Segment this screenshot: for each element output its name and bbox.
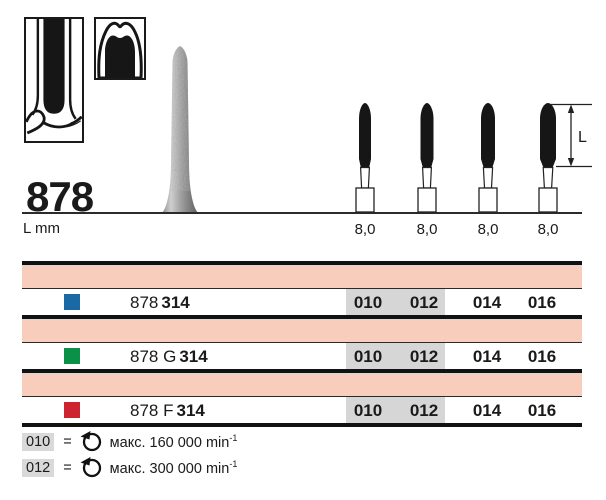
catalog-shank-code: 314	[161, 293, 190, 312]
speed-value: макс. 300 000 min	[109, 460, 230, 477]
max-speed-text: макс. 160 000 min-1	[110, 433, 238, 451]
bur-silhouette-012	[417, 103, 437, 213]
unit-exponent: -1	[229, 432, 238, 443]
size-highlight-block	[346, 289, 445, 315]
max-speed-text: макс. 300 000 min-1	[110, 459, 238, 477]
table-row: 878 G 314 010 012 014 016	[22, 343, 582, 369]
size-chip: 012	[22, 458, 55, 477]
rotation-speed-icon	[80, 431, 101, 452]
length-value: 8,0	[537, 221, 559, 238]
crown-icon	[94, 17, 146, 80]
size-cell: 012	[409, 401, 439, 420]
size-table: 878 314 010 012 014 016 878 G 314 010 012 …	[22, 261, 582, 427]
table-rule	[22, 261, 582, 265]
size-cell: 014	[472, 401, 502, 420]
table-rule	[22, 369, 582, 373]
size-highlight-block	[346, 397, 445, 423]
equals-sign: =	[63, 459, 72, 476]
grit-swatch-red	[64, 402, 80, 418]
size-cell: 016	[527, 401, 557, 420]
size-cell: 014	[472, 347, 502, 366]
catalog-prefix: 878 G	[130, 347, 177, 366]
pink-band	[22, 373, 582, 397]
equals-sign: =	[63, 433, 72, 450]
prep-margin-icon	[24, 17, 84, 143]
catalog-number: 878 G 314	[130, 347, 208, 367]
size-cell: 010	[353, 293, 383, 312]
size-cell: 016	[527, 293, 557, 312]
length-value: 8,0	[416, 221, 438, 238]
bur-silhouette-016	[538, 103, 558, 213]
product-number: 878	[26, 173, 94, 220]
size-chip: 010	[22, 432, 55, 451]
pink-band	[22, 265, 582, 289]
size-cell: 010	[353, 347, 383, 366]
grit-swatch-green	[64, 348, 80, 364]
size-cell: 014	[472, 293, 502, 312]
catalog-prefix: 878	[130, 293, 159, 312]
size-cell: 010	[353, 401, 383, 420]
speed-value: макс. 160 000 min	[109, 434, 230, 451]
bur-silhouette-014	[478, 103, 498, 213]
dimension-arrow	[550, 103, 592, 168]
speed-legend: 010 = макс. 160 000 min-1 012 = макс. 30…	[22, 431, 237, 483]
length-value: 8,0	[477, 221, 499, 238]
table-rule	[22, 315, 582, 319]
catalog-shank-code: 314	[179, 347, 208, 366]
legend-row: 012 = макс. 300 000 min-1	[22, 457, 237, 478]
length-axis-label: L mm	[23, 220, 60, 237]
catalog-shank-code: 314	[176, 401, 205, 420]
unit-exponent: -1	[229, 458, 238, 469]
table-row: 878 F 314 010 012 014 016	[22, 397, 582, 423]
length-value: 8,0	[354, 221, 376, 238]
rotation-speed-icon	[80, 457, 101, 478]
dimension-label: L	[578, 129, 587, 146]
size-cell: 012	[409, 293, 439, 312]
catalog-prefix: 878 F	[130, 401, 174, 420]
grit-swatch-blue	[64, 294, 80, 310]
table-rule	[22, 423, 582, 427]
bur-product-photo	[162, 46, 198, 213]
baseline-rule	[22, 212, 582, 214]
legend-row: 010 = макс. 160 000 min-1	[22, 431, 237, 452]
pink-band	[22, 319, 582, 343]
bur-silhouette-010	[355, 103, 375, 213]
table-row: 878 314 010 012 014 016	[22, 289, 582, 315]
size-cell: 012	[409, 347, 439, 366]
catalog-number: 878 314	[130, 293, 190, 313]
catalog-number: 878 F 314	[130, 401, 205, 421]
size-cell: 016	[527, 347, 557, 366]
size-highlight-block	[346, 343, 445, 369]
